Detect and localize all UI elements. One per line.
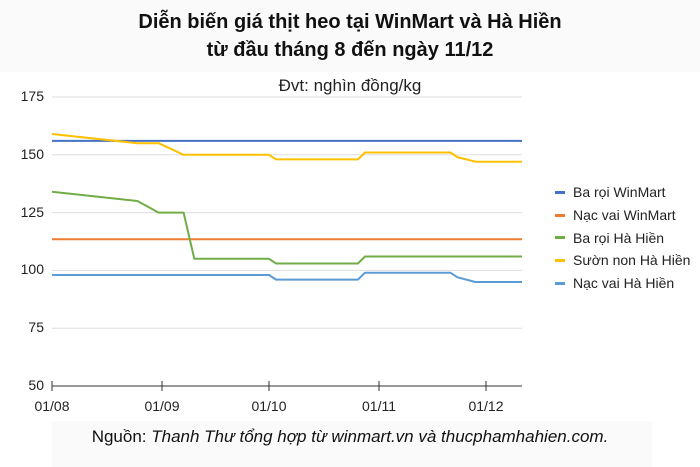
legend-label: Sườn non Hà Hiền — [573, 252, 691, 269]
chart-title-line2: từ đầu tháng 8 đến ngày 11/12 — [206, 39, 494, 61]
x-tick-label: 01/12 — [468, 398, 504, 414]
x-tick-label: 01/09 — [144, 398, 180, 414]
legend-item: Ba rọi Hà Hiền — [555, 226, 690, 249]
x-tick-label: 01/08 — [34, 398, 70, 414]
legend-swatch-icon — [555, 190, 565, 194]
legend-item: Sườn non Hà Hiền — [555, 249, 690, 272]
source-prefix: Nguồn: — [91, 427, 152, 446]
legend-swatch-icon — [555, 236, 565, 240]
y-tick-label: 175 — [20, 88, 44, 104]
series-line — [51, 190, 522, 265]
y-tick-label: 50 — [28, 377, 44, 393]
legend-item: Nạc vai WinMart — [555, 204, 690, 227]
legend-swatch-icon — [555, 281, 565, 285]
source-text: Thanh Thư tổng hợp từ winmart.vn và thuc… — [151, 427, 609, 446]
unit-label: Đvt: nghìn đồng/kg — [278, 76, 422, 95]
title-band — [0, 0, 700, 72]
legend-item: Ba rọi WinMart — [555, 181, 690, 204]
x-tick-label: 01/11 — [362, 398, 396, 414]
y-tick-label: 150 — [20, 145, 44, 162]
chart-legend: Ba rọi WinMart Nạc vai WinMart Ba rọi Hà H… — [555, 181, 690, 294]
legend-item: Nạc vai Hà Hiền — [555, 272, 690, 295]
legend-swatch-icon — [555, 213, 565, 217]
legend-label: Ba rọi Hà Hiền — [573, 229, 665, 246]
y-tick-label: 75 — [28, 319, 44, 336]
x-tick-label: 01/10 — [251, 398, 287, 414]
series-line — [52, 271, 522, 283]
chart-title-line1: Diễn biến giá thịt heo tại WinMart và Hà… — [138, 11, 562, 33]
footer-band — [52, 421, 652, 467]
y-tick-label: 100 — [20, 261, 44, 278]
source-note: Nguồn: Thanh Thư tổng hợp từ winmart.vn … — [0, 427, 700, 447]
legend-swatch-icon — [555, 258, 565, 262]
legend-label: Nạc vai Hà Hiền — [573, 275, 675, 292]
y-tick-label: 125 — [20, 203, 44, 220]
series-line — [51, 133, 522, 163]
legend-label: Ba rọi WinMart — [573, 184, 666, 201]
legend-label: Nạc vai WinMart — [573, 207, 676, 224]
